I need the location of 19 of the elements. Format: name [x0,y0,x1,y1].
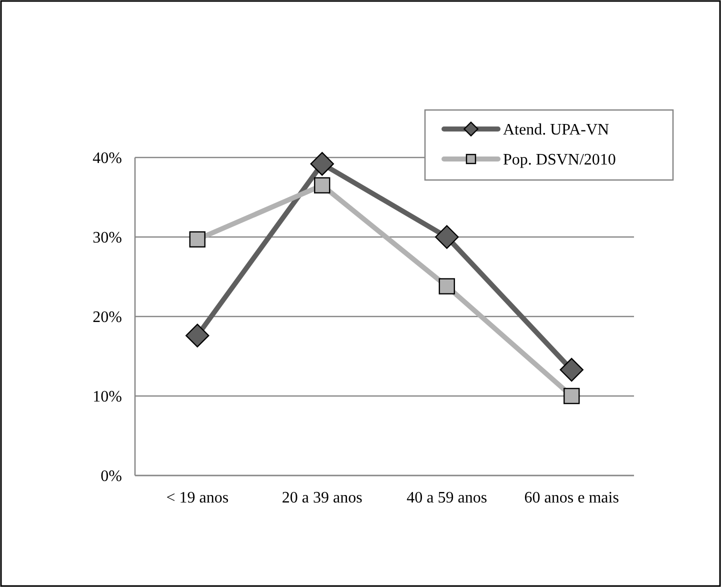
point [560,358,584,382]
y-tick-label: 10% [92,388,122,406]
legend-label: Atend. UPA-VN [503,122,610,139]
x-tick-label: 40 a 59 anos [406,490,488,506]
y-tick-label: 20% [92,309,122,326]
point [186,324,210,348]
y-tick-label: 0% [100,468,122,486]
point [310,152,334,176]
point [435,225,459,249]
point [564,388,580,404]
legend-label: Pop. DSVN/2010 [503,152,616,169]
y-tick-label: 30% [92,230,122,247]
point [438,278,455,294]
point [314,177,330,194]
y-tick-label: 40% [92,150,122,168]
point [189,231,206,248]
x-tick-label: 60 anos e mais [524,490,619,506]
x-tick-label: < 19 anos [166,490,229,506]
x-tick-label: 20 a 39 anos [282,490,362,506]
